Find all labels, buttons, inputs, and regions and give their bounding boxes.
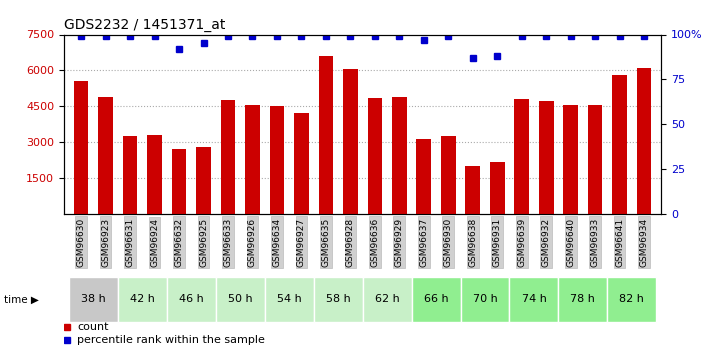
Text: 38 h: 38 h: [81, 294, 106, 304]
Text: GSM96637: GSM96637: [419, 218, 428, 267]
Text: GSM96931: GSM96931: [493, 218, 502, 267]
Bar: [294, 114, 309, 214]
Bar: [490, 162, 505, 214]
Bar: [637, 68, 651, 214]
Text: GSM96932: GSM96932: [542, 218, 551, 267]
Text: GSM96633: GSM96633: [223, 218, 232, 267]
Text: GSM96933: GSM96933: [591, 218, 599, 267]
Bar: [539, 101, 554, 214]
Text: 82 h: 82 h: [619, 294, 644, 304]
Bar: [196, 147, 211, 214]
Bar: [343, 69, 358, 214]
Text: GSM96632: GSM96632: [174, 218, 183, 267]
Bar: [466, 166, 480, 214]
Bar: [147, 135, 162, 214]
Text: 58 h: 58 h: [326, 294, 351, 304]
Text: GSM96928: GSM96928: [346, 218, 355, 267]
Bar: [167, 277, 215, 322]
Text: 42 h: 42 h: [130, 294, 155, 304]
Text: time ▶: time ▶: [4, 295, 38, 305]
Text: GSM96634: GSM96634: [272, 218, 282, 267]
Text: 70 h: 70 h: [473, 294, 498, 304]
Bar: [215, 277, 264, 322]
Bar: [392, 97, 407, 214]
Text: GSM96635: GSM96635: [321, 218, 331, 267]
Text: GSM96636: GSM96636: [370, 218, 380, 267]
Text: GSM96630: GSM96630: [77, 218, 85, 267]
Text: GSM96640: GSM96640: [566, 218, 575, 267]
Text: GSM96631: GSM96631: [126, 218, 134, 267]
Text: GSM96925: GSM96925: [199, 218, 208, 267]
Bar: [363, 277, 412, 322]
Bar: [441, 136, 456, 214]
Bar: [612, 75, 627, 214]
Bar: [269, 106, 284, 214]
Bar: [461, 277, 510, 322]
Text: 74 h: 74 h: [521, 294, 546, 304]
Text: GSM96929: GSM96929: [395, 218, 404, 267]
Text: GSM96926: GSM96926: [248, 218, 257, 267]
Bar: [558, 277, 607, 322]
Text: GSM96638: GSM96638: [469, 218, 477, 267]
Text: percentile rank within the sample: percentile rank within the sample: [77, 335, 265, 345]
Bar: [319, 56, 333, 214]
Bar: [118, 277, 167, 322]
Text: 54 h: 54 h: [277, 294, 301, 304]
Bar: [588, 105, 602, 214]
Text: 62 h: 62 h: [375, 294, 400, 304]
Text: GSM96934: GSM96934: [640, 218, 648, 267]
Bar: [314, 277, 363, 322]
Bar: [220, 100, 235, 214]
Text: 50 h: 50 h: [228, 294, 252, 304]
Bar: [98, 97, 113, 214]
Bar: [264, 277, 314, 322]
Text: GDS2232 / 1451371_at: GDS2232 / 1451371_at: [64, 18, 225, 32]
Bar: [368, 98, 383, 214]
Bar: [510, 277, 558, 322]
Text: GSM96641: GSM96641: [615, 218, 624, 267]
Text: GSM96927: GSM96927: [297, 218, 306, 267]
Text: count: count: [77, 322, 109, 332]
Text: GSM96639: GSM96639: [517, 218, 526, 267]
Bar: [74, 81, 88, 214]
Bar: [123, 136, 137, 214]
Bar: [607, 277, 656, 322]
Text: 78 h: 78 h: [570, 294, 595, 304]
Text: GSM96923: GSM96923: [101, 218, 110, 267]
Bar: [514, 99, 529, 214]
Bar: [417, 139, 431, 214]
Text: 46 h: 46 h: [179, 294, 203, 304]
Bar: [171, 149, 186, 214]
Text: 66 h: 66 h: [424, 294, 449, 304]
Text: GSM96930: GSM96930: [444, 218, 453, 267]
Bar: [69, 277, 118, 322]
Bar: [412, 277, 461, 322]
Text: GSM96924: GSM96924: [150, 218, 159, 267]
Bar: [563, 105, 578, 214]
Bar: [245, 105, 260, 214]
